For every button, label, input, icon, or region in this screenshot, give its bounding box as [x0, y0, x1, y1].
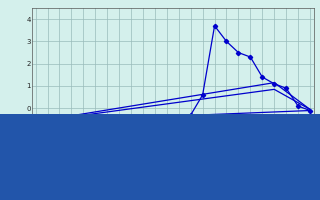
X-axis label: Graphe des températures (°c): Graphe des températures (°c)	[97, 174, 249, 184]
